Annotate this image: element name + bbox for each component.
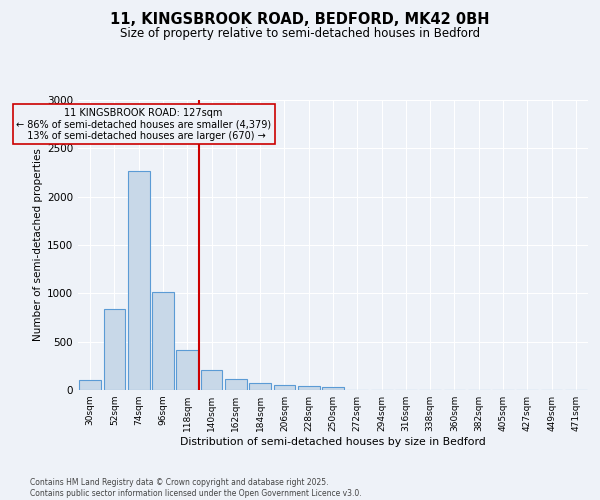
Text: 11 KINGSBROOK ROAD: 127sqm
← 86% of semi-detached houses are smaller (4,379)
  1: 11 KINGSBROOK ROAD: 127sqm ← 86% of semi… [16, 108, 271, 141]
Y-axis label: Number of semi-detached properties: Number of semi-detached properties [33, 148, 43, 342]
Text: Size of property relative to semi-detached houses in Bedford: Size of property relative to semi-detach… [120, 28, 480, 40]
Bar [249, 383, 271, 390]
Bar [79, 380, 101, 390]
Bar [225, 380, 247, 390]
Bar [152, 292, 174, 390]
Bar [176, 350, 198, 390]
Bar [322, 387, 344, 390]
X-axis label: Distribution of semi-detached houses by size in Bedford: Distribution of semi-detached houses by … [180, 437, 486, 447]
Text: Contains HM Land Registry data © Crown copyright and database right 2025.
Contai: Contains HM Land Registry data © Crown c… [30, 478, 362, 498]
Text: 11, KINGSBROOK ROAD, BEDFORD, MK42 0BH: 11, KINGSBROOK ROAD, BEDFORD, MK42 0BH [110, 12, 490, 28]
Bar [104, 309, 125, 390]
Bar [128, 170, 149, 390]
Bar [200, 370, 223, 390]
Bar [298, 386, 320, 390]
Bar [274, 384, 295, 390]
